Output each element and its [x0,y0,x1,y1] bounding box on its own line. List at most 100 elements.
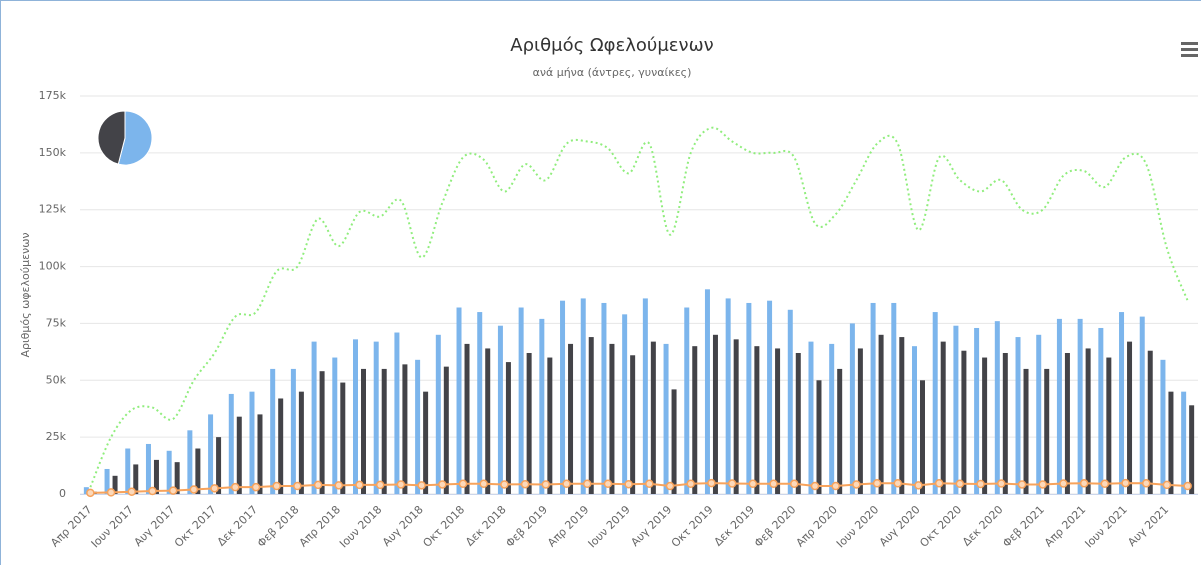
bar [899,337,905,494]
bar [870,302,876,494]
spline-line [89,126,1189,488]
bar [133,464,139,494]
bar [795,352,801,494]
line-marker [375,480,385,490]
x-tick-label: Ιουν 2017 [89,503,136,550]
x-tick-label: Οκτ 2019 [669,503,716,550]
line-marker [541,480,551,489]
bar [787,309,793,494]
x-tick-label: Δεκ 2018 [463,503,509,549]
line-marker [417,481,426,490]
line-marker [872,479,882,488]
bar [1015,337,1021,494]
bar [920,380,925,494]
bar [166,450,172,494]
line-marker [769,479,778,489]
bar [547,357,553,494]
x-tick-label: Φεβ 2021 [1000,503,1047,550]
bar [609,343,615,494]
line-marker [148,486,157,496]
line-marker [106,488,116,497]
y-axis-title: Αριθμός ωφελούμενων [19,232,32,357]
bar [83,487,89,494]
x-tick-label: Απρ 2019 [545,503,591,549]
x-tick-label: Φεβ 2018 [255,503,302,550]
chart-title: Αριθμός Ωφελούμενων [510,35,713,56]
line-marker [500,480,509,489]
line-marker [645,479,654,489]
bar [1139,316,1145,494]
bar [857,348,863,494]
bar [319,371,325,494]
bar [601,302,607,494]
bar [526,352,532,494]
bar [208,414,214,494]
line-marker [86,488,95,498]
line-marker [686,479,696,489]
bar [278,398,284,494]
bar [733,339,739,494]
bar [746,302,752,494]
bar [767,300,773,494]
bar [174,462,180,494]
bar [216,437,222,494]
line-marker [127,487,137,496]
line-marker [831,481,840,491]
line-marker [852,480,861,489]
bar [754,346,760,494]
x-tick-label: Απρ 2021 [1042,503,1088,549]
line-marker [251,482,261,492]
line-marker [231,482,240,492]
bar [982,357,988,494]
bar [381,368,387,494]
y-tick-label: 0 [59,487,66,500]
bar [663,343,669,494]
x-tick-label: Απρ 2020 [794,503,840,549]
x-tick-label: Οκτ 2020 [917,503,964,550]
bar [849,323,855,494]
bar [125,448,131,494]
y-tick-label: 175k [39,89,67,102]
bar [974,327,980,494]
line-marker [582,479,592,489]
bar [912,346,917,494]
bar [775,348,781,494]
bar [373,341,379,494]
y-tick-label: 125k [39,203,67,216]
line-marker [1121,478,1130,488]
y-tick-label: 75k [46,316,67,329]
bar [236,416,242,494]
bar [837,368,843,494]
x-tick-label: Φεβ 2020 [752,503,799,550]
bar [684,307,690,494]
line-marker [976,479,985,489]
menu-button[interactable] [1181,42,1198,57]
x-tick-label: Οκτ 2017 [172,503,219,550]
bar [580,298,586,494]
x-tick-label: Ιουν 2020 [834,503,881,550]
y-tick-label: 100k [39,260,67,273]
line-marker [707,478,716,488]
x-tick-label: Ιουν 2018 [337,503,384,550]
chart-subtitle: ανά μήνα (άντρες, γυναίκες) [533,66,692,79]
bar [878,334,884,494]
line-marker [1017,480,1027,489]
bar [961,350,967,494]
line-marker [790,479,799,489]
x-tick-label: Φεβ 2019 [503,503,550,550]
bar [187,430,193,494]
x-tick-label: Αυγ 2020 [877,503,923,549]
bar [940,341,946,494]
bar [257,414,263,494]
bar [1106,357,1112,494]
bar [1147,350,1153,494]
bar [464,343,470,494]
menu-bar [1181,48,1198,51]
x-tick-label: Αυγ 2017 [132,503,178,549]
x-tick-label: Δεκ 2017 [215,503,261,549]
bar [1189,405,1195,494]
line-marker [727,479,737,488]
pie-slice [117,110,153,166]
